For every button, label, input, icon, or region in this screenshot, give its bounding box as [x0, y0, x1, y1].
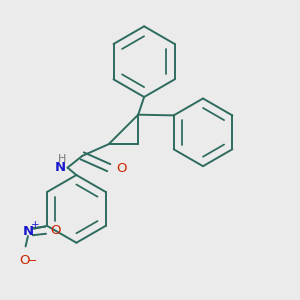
- Text: O: O: [20, 254, 30, 267]
- Text: O: O: [50, 224, 61, 237]
- Text: H: H: [58, 154, 66, 164]
- Text: +: +: [31, 220, 40, 230]
- Text: O: O: [116, 162, 127, 175]
- Text: N: N: [22, 225, 34, 238]
- Text: N: N: [55, 161, 66, 174]
- Text: −: −: [28, 256, 37, 266]
